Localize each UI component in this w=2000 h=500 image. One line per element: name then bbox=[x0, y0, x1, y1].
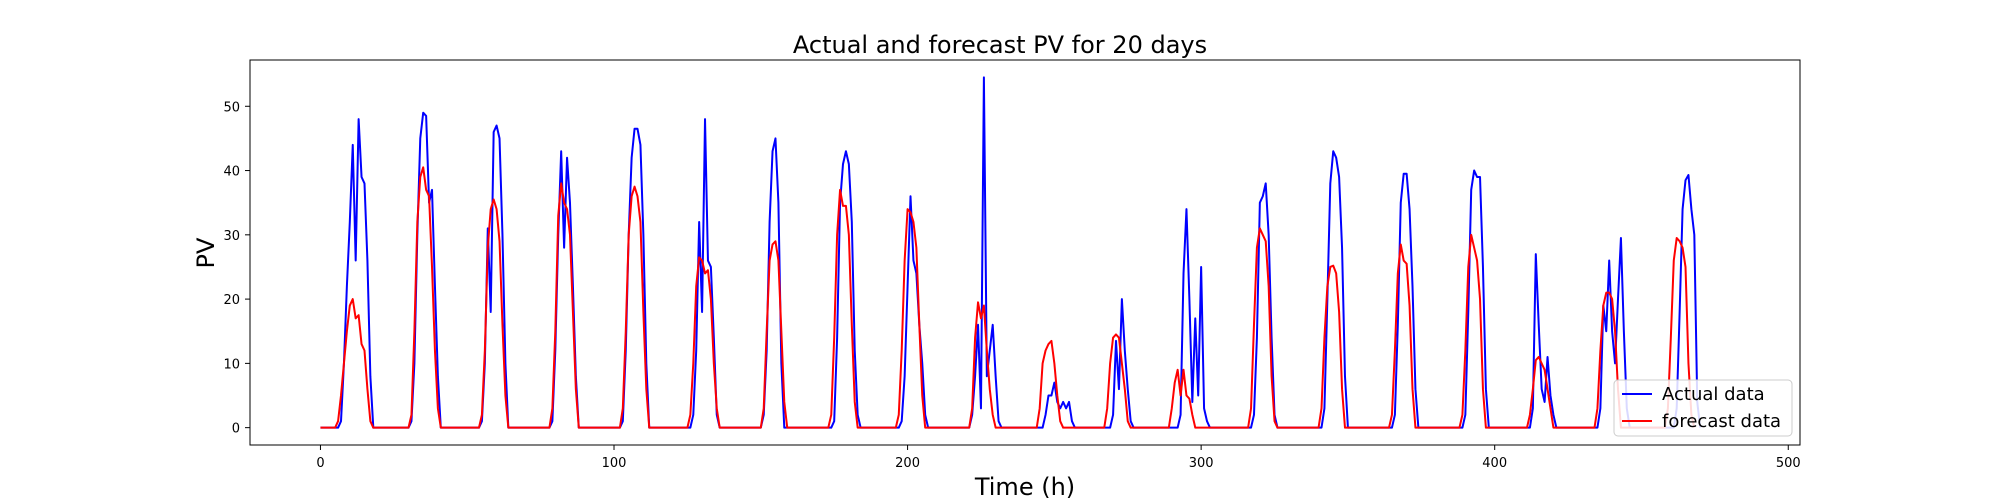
chart-title: Actual and forecast PV for 20 days bbox=[793, 31, 1207, 59]
y-axis-label: PV bbox=[192, 237, 220, 268]
x-tick-label: 500 bbox=[1776, 456, 1801, 471]
y-axis: 0 10 20 30 40 50 bbox=[223, 100, 250, 437]
plot-lines bbox=[320, 76, 1702, 429]
legend: Actual data forecast data bbox=[1613, 379, 1793, 437]
x-tick-label: 400 bbox=[1482, 456, 1507, 471]
x-axis-label: Time (h) bbox=[974, 473, 1075, 500]
y-tick-label: 50 bbox=[223, 100, 240, 115]
x-tick-label: 0 bbox=[316, 456, 324, 471]
y-tick-label: 20 bbox=[223, 293, 240, 308]
x-tick-label: 200 bbox=[895, 456, 920, 471]
x-axis: 0 100 200 300 400 500 bbox=[316, 445, 1801, 471]
x-tick-label: 300 bbox=[1189, 456, 1214, 471]
series-line-forecast bbox=[320, 166, 1696, 429]
y-tick-label: 0 bbox=[232, 422, 240, 437]
legend-box bbox=[1613, 379, 1793, 437]
x-tick-label: 100 bbox=[602, 456, 627, 471]
plot-frame bbox=[249, 59, 1801, 446]
y-tick-label: 40 bbox=[223, 165, 240, 180]
legend-label: forecast data bbox=[1662, 411, 1781, 432]
y-tick-label: 10 bbox=[223, 357, 240, 372]
legend-label: Actual data bbox=[1662, 384, 1765, 405]
y-tick-label: 30 bbox=[223, 229, 240, 244]
